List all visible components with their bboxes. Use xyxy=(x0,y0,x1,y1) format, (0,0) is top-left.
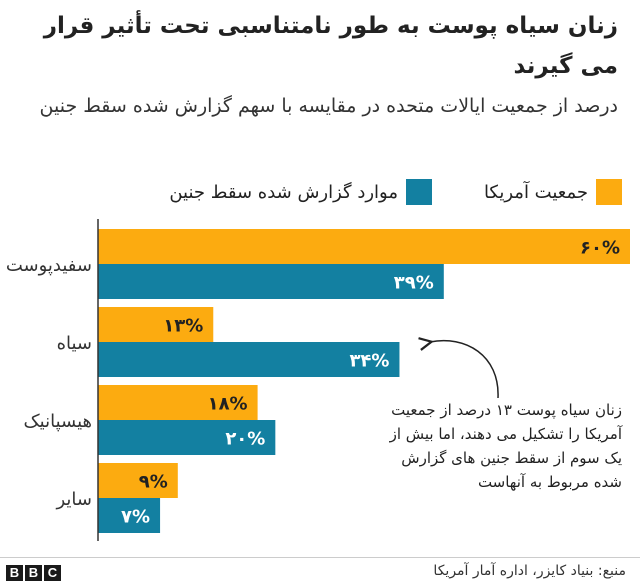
bar-value-label: ۳۴% xyxy=(349,351,389,372)
category-label: سایر xyxy=(55,489,92,510)
legend-label-population: جمعیت آمریکا xyxy=(483,181,588,203)
bar xyxy=(98,229,630,264)
chart-subtitle: درصد از جمعیت ایالات متحده در مقایسه با … xyxy=(39,95,618,117)
bar-value-label: ۲۰% xyxy=(225,429,265,450)
bar-value-label: ۱۸% xyxy=(208,394,248,415)
bar xyxy=(98,498,161,533)
bbc-logo: B B C xyxy=(6,565,61,581)
bar xyxy=(98,420,276,455)
bar-value-label: ۹% xyxy=(139,472,168,493)
logo-letter: B xyxy=(25,565,42,581)
footer-divider xyxy=(0,557,640,558)
legend-swatch-population xyxy=(596,179,622,205)
legend-item-population: جمعیت آمریکا xyxy=(484,178,622,206)
bar-value-label: ۳۹% xyxy=(394,273,434,294)
legend-label-abortions: موارد گزارش شده سقط جنین xyxy=(169,181,398,203)
source-note: منبع: بنیاد کایزر، اداره آمار آمریکا xyxy=(433,563,626,579)
bar xyxy=(98,307,214,342)
category-label: سفیدپوست xyxy=(6,255,92,276)
bar xyxy=(98,385,258,420)
bar-value-label: ۱۳% xyxy=(163,316,203,337)
bar-value-label: ۶۰% xyxy=(580,238,620,259)
legend-item-abortions: موارد گزارش شده سقط جنین xyxy=(169,178,432,206)
bar xyxy=(98,342,400,377)
annotation-arrow xyxy=(430,341,499,399)
chart-title: زنان سیاه پوست به طور نامتناسبی تحت تأثی… xyxy=(43,13,618,79)
logo-letter: B xyxy=(6,565,23,581)
bar xyxy=(98,463,178,498)
bar xyxy=(98,264,444,299)
chart-annotation: زنان سیاه پوست ۱۳ درصد از جمعیت آمریکا ر… xyxy=(389,401,622,491)
category-label: هیسپانیک xyxy=(24,411,92,432)
logo-letter: C xyxy=(44,565,61,581)
legend-swatch-abortions xyxy=(406,179,432,205)
bar-value-label: ۷% xyxy=(121,507,150,528)
category-label: سیاه xyxy=(57,333,92,354)
